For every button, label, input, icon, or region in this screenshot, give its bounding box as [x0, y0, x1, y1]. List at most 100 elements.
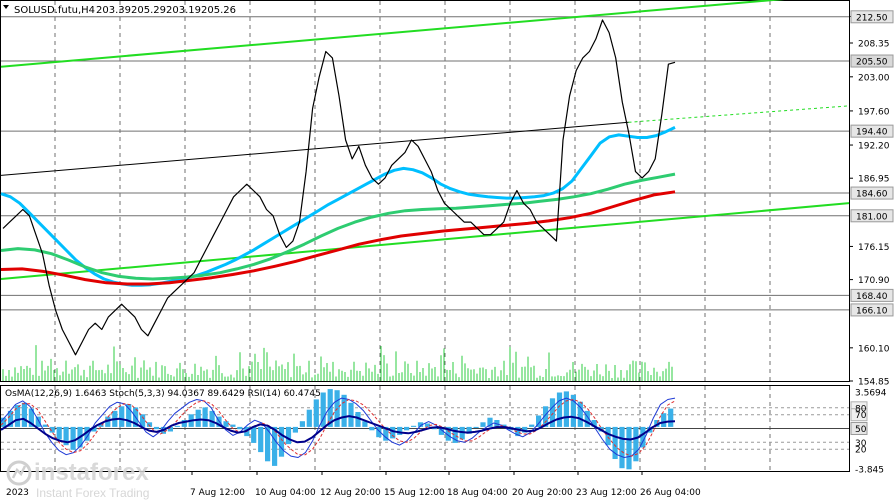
price-level-labels: 212.50 205.50 194.40 184.60 181.00 168.40 166.… [850, 10, 894, 317]
watermark: instaforex Instant Forex Trading [6, 459, 149, 500]
time-tick-label: 26 Aug 04:00 [640, 488, 701, 498]
osma-bar [174, 425, 180, 427]
time-tick-label: 2023 [6, 488, 29, 498]
rsi-line [0, 415, 676, 444]
osc-tick-label: 20 [855, 446, 867, 456]
osma-bar [417, 422, 424, 427]
osma-bar [292, 426, 298, 433]
osma-bar [202, 407, 208, 427]
price-label: 194.40 [856, 128, 888, 138]
osma-bar [272, 426, 278, 466]
ohlc-high: 205.29 [131, 5, 166, 16]
osma-bar [570, 394, 576, 427]
osma-bar [501, 424, 507, 427]
price-tick-label: 208.35 [858, 40, 890, 50]
osma-bar [348, 402, 354, 427]
ema-line [0, 172, 676, 281]
osma-bar [195, 409, 201, 427]
ohlc-low: 203.19 [166, 5, 201, 16]
osma-bar [473, 426, 479, 428]
price-label: 168.40 [856, 292, 888, 302]
ema-line [0, 190, 676, 286]
osc-tick-label: 80 [855, 404, 867, 414]
osma-bar [320, 392, 326, 427]
price-label-box [850, 303, 894, 317]
price-series [2, 19, 676, 356]
osma-bar [7, 410, 14, 427]
osma-bar [42, 424, 48, 427]
price-line [2, 19, 676, 356]
price-tick-label: 192.20 [858, 142, 890, 152]
osma-bar [341, 394, 347, 427]
osma-bar [584, 410, 590, 427]
time-tick-label: 12 Aug 20:00 [320, 488, 381, 498]
osma-bar [640, 426, 646, 448]
price-tick-label: 160.10 [858, 344, 890, 354]
osma-bar [167, 426, 173, 432]
osc-label-box [850, 422, 868, 435]
osma-bar [619, 426, 625, 469]
osma-bar [668, 408, 674, 427]
osma-bar [355, 412, 361, 427]
watermark-logo-mark [11, 465, 27, 479]
price-axis: 212.55208.35203.00197.60192.20186.95176.… [849, 13, 890, 388]
osma-bar [63, 426, 69, 446]
channel-line [0, 121, 629, 176]
osma-bar [278, 426, 285, 457]
osma-bar [487, 417, 493, 427]
volume-bars [2, 345, 673, 381]
osc-tick-label: 50 [855, 425, 867, 435]
price-pane-frame [0, 0, 850, 382]
osma-bar [543, 406, 549, 427]
osc-tick-label: 3.5694 [855, 389, 887, 399]
channel-line [0, 0, 785, 68]
osma-bar [397, 426, 403, 435]
osma-bar [126, 404, 132, 427]
price-tick-label: 186.95 [858, 175, 890, 185]
osma-bar [411, 425, 417, 427]
price-tick-label: 197.60 [858, 107, 890, 117]
time-tick-label: 15 Aug 12:00 [384, 488, 445, 498]
oscillator-title: OsMA(12,26,9) 1.6463 Stoch(5,3,3) 94.036… [5, 389, 321, 399]
osma-bar [153, 426, 160, 430]
watermark-subtext: Instant Forex Trading [36, 486, 149, 500]
osma-bar [445, 426, 451, 441]
osma-bar [299, 421, 305, 427]
watermark-logo-icon [6, 460, 32, 486]
osma-bar [84, 426, 90, 441]
time-tick-label: 20 Aug 20:00 [512, 488, 573, 498]
osma-bar [1, 417, 7, 427]
channel-line [0, 202, 850, 280]
osma-bar [376, 426, 382, 438]
stoch-k-line [0, 397, 676, 458]
collapse-arrow-icon[interactable] [3, 5, 9, 9]
osc-label-box [850, 408, 868, 422]
osma-bar [549, 398, 556, 427]
price-tick-label: 170.90 [858, 276, 890, 286]
price-label: 181.00 [856, 212, 888, 222]
osma-bar [28, 408, 34, 427]
osma-bar [306, 409, 312, 427]
price-pane: SOLUSD.futu,H4 203.39 205.29 203.19 205.… [0, 0, 850, 382]
osma-bar [98, 423, 104, 427]
price-label-box [850, 288, 894, 302]
osma-bar [522, 426, 528, 433]
osma-bar [577, 401, 583, 427]
price-label-box [850, 209, 894, 223]
osma-bar [605, 426, 611, 446]
osma-bar [251, 426, 257, 443]
osma-bar [661, 413, 667, 427]
osma-bar [313, 399, 319, 427]
price-tick-label: 154.85 [858, 378, 890, 388]
stoch-d-line [0, 399, 676, 457]
osma-bar [146, 422, 153, 427]
osma-bar [35, 416, 41, 427]
osma-bar [404, 426, 410, 431]
price-label: 166.10 [856, 306, 888, 316]
osma-bar [369, 426, 375, 431]
osma-bar [119, 406, 125, 427]
time-tick-label: 7 Aug 12:00 [190, 488, 245, 498]
osc-tick-label: 70 [855, 411, 867, 421]
osma-bar [459, 426, 465, 440]
